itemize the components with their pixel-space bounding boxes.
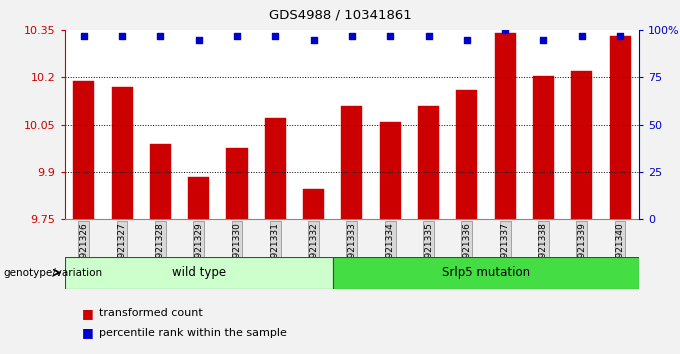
Text: ■: ■ bbox=[82, 307, 93, 320]
Point bbox=[193, 37, 204, 42]
Bar bbox=[341, 106, 362, 219]
Text: ■: ■ bbox=[82, 326, 93, 339]
Bar bbox=[333, 257, 639, 289]
Bar bbox=[456, 90, 477, 219]
Bar bbox=[112, 87, 133, 219]
Point bbox=[270, 33, 281, 39]
Bar bbox=[418, 106, 439, 219]
Bar bbox=[494, 33, 515, 219]
Point bbox=[155, 33, 166, 39]
Point bbox=[500, 27, 511, 33]
Bar bbox=[226, 148, 248, 219]
Point bbox=[538, 37, 549, 42]
Bar bbox=[303, 189, 324, 219]
Point bbox=[576, 33, 587, 39]
Bar bbox=[609, 36, 630, 219]
Text: wild type: wild type bbox=[171, 266, 226, 279]
Point bbox=[308, 37, 319, 42]
Bar bbox=[379, 122, 401, 219]
Bar bbox=[533, 76, 554, 219]
Point bbox=[461, 37, 472, 42]
Text: GDS4988 / 10341861: GDS4988 / 10341861 bbox=[269, 9, 411, 22]
Bar bbox=[150, 144, 171, 219]
Bar bbox=[571, 71, 592, 219]
Point bbox=[615, 33, 626, 39]
Bar bbox=[73, 81, 95, 219]
Point bbox=[385, 33, 396, 39]
Text: Srlp5 mutation: Srlp5 mutation bbox=[442, 266, 530, 279]
Point bbox=[117, 33, 128, 39]
Bar bbox=[188, 177, 209, 219]
Bar bbox=[65, 257, 333, 289]
Point bbox=[231, 33, 242, 39]
Text: genotype/variation: genotype/variation bbox=[3, 268, 103, 278]
Text: percentile rank within the sample: percentile rank within the sample bbox=[99, 328, 286, 338]
Point bbox=[423, 33, 434, 39]
Point bbox=[346, 33, 357, 39]
Point bbox=[78, 33, 89, 39]
Bar bbox=[265, 119, 286, 219]
Text: transformed count: transformed count bbox=[99, 308, 203, 318]
